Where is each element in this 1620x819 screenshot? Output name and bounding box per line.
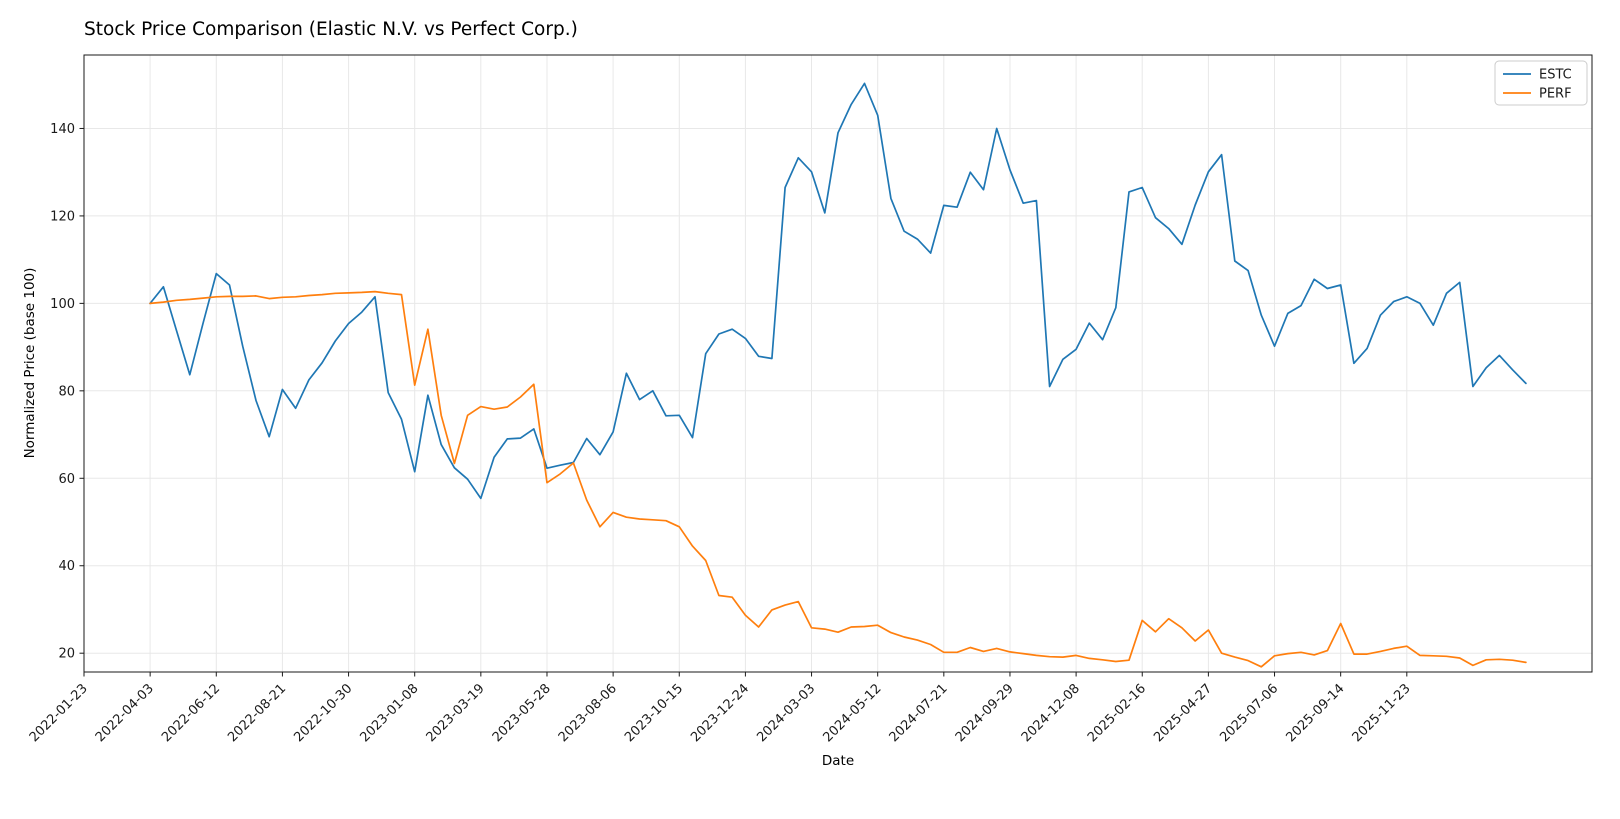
svg-text:2022-08-21: 2022-08-21 (225, 681, 289, 745)
svg-text:120: 120 (50, 209, 75, 224)
x-axis-ticks: 2022-01-23 2022-04-03 2022-06-12 2022-08-21… (27, 672, 1414, 745)
svg-text:2023-10-15: 2023-10-15 (622, 681, 686, 745)
svg-text:2024-07-21: 2024-07-21 (887, 681, 951, 745)
svg-text:2025-02-16: 2025-02-16 (1085, 681, 1149, 745)
svg-text:2023-03-19: 2023-03-19 (424, 681, 488, 745)
svg-text:2024-12-08: 2024-12-08 (1019, 681, 1083, 745)
svg-text:2024-03-03: 2024-03-03 (754, 681, 818, 745)
svg-text:2023-05-28: 2023-05-28 (490, 681, 554, 745)
svg-text:2022-04-03: 2022-04-03 (93, 681, 157, 745)
svg-text:2023-08-06: 2023-08-06 (556, 681, 620, 745)
svg-text:2022-10-30: 2022-10-30 (291, 681, 355, 745)
svg-text:2025-09-14: 2025-09-14 (1283, 681, 1347, 745)
legend: ESTC PERF (1494, 60, 1588, 106)
svg-text:2024-09-29: 2024-09-29 (953, 681, 1017, 745)
svg-text:2023-12-24: 2023-12-24 (688, 681, 752, 745)
svg-text:2025-04-27: 2025-04-27 (1151, 681, 1215, 745)
grid-lines (83, 55, 1592, 672)
svg-text:2022-06-12: 2022-06-12 (159, 681, 223, 745)
series-estc-line (149, 82, 1527, 500)
series-perf-line (149, 290, 1527, 668)
svg-text:2025-11-23: 2025-11-23 (1350, 681, 1414, 745)
svg-text:2024-05-12: 2024-05-12 (820, 681, 884, 745)
legend-label: PERF (1539, 87, 1572, 102)
axes-spines (83, 54, 1593, 673)
y-axis-ticks: 20 40 60 80 100 120 140 (50, 122, 84, 662)
chart-title: Stock Price Comparison (Elastic N.V. vs … (84, 19, 578, 40)
svg-text:80: 80 (58, 384, 75, 399)
legend-item-perf: PERF (1503, 87, 1572, 102)
svg-text:140: 140 (50, 122, 75, 137)
svg-text:2022-01-23: 2022-01-23 (27, 681, 91, 745)
y-axis-label: Normalized Price (base 100) (22, 267, 38, 459)
svg-text:60: 60 (58, 472, 75, 487)
svg-text:20: 20 (58, 647, 75, 662)
svg-text:40: 40 (58, 559, 75, 574)
svg-text:100: 100 (50, 297, 75, 312)
svg-text:2023-01-08: 2023-01-08 (357, 681, 421, 745)
legend-label: ESTC (1539, 68, 1572, 83)
x-axis-label: Date (821, 753, 855, 769)
legend-item-estc: ESTC (1503, 68, 1572, 83)
svg-text:2025-07-06: 2025-07-06 (1217, 681, 1281, 745)
